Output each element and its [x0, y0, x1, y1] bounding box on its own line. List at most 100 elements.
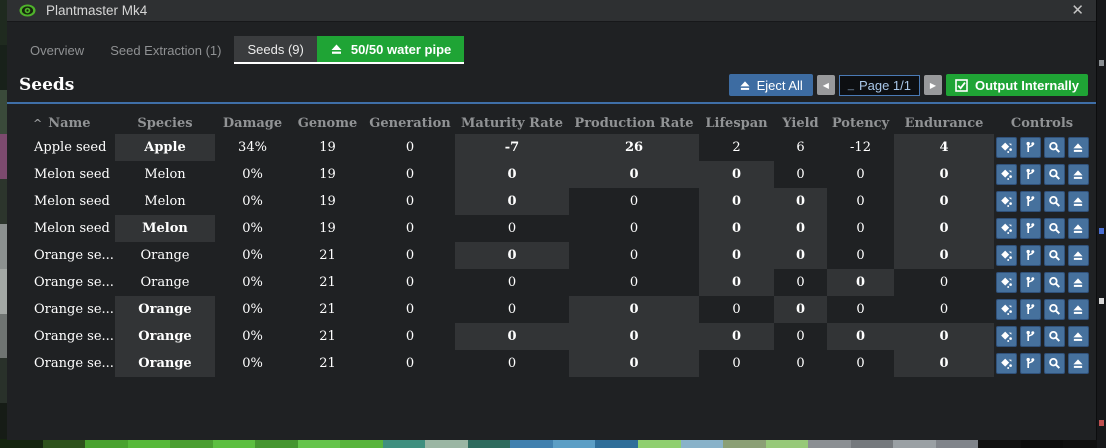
seed-maturity-rate: 0 — [507, 221, 517, 236]
pour-icon — [1000, 357, 1013, 370]
magnify-button[interactable] — [1043, 164, 1065, 185]
eject-button[interactable] — [1067, 164, 1089, 185]
seed-damage: 0% — [242, 194, 263, 209]
pour-button[interactable] — [995, 137, 1017, 158]
toolbar: Eject All ◀ _ Page 1/1 ▶ Output Internal… — [728, 74, 1088, 96]
tab-water-pipe[interactable]: 50/50 water pipe — [316, 36, 465, 64]
eject-icon — [1072, 277, 1084, 288]
tab-overview[interactable]: Overview — [30, 42, 85, 58]
window-title: Plantmaster Mk4 — [46, 3, 148, 18]
game-world-bottom-strip — [0, 439, 1106, 448]
column-header-potency[interactable]: Potency — [831, 116, 890, 131]
column-header-generation[interactable]: Generation — [369, 116, 451, 131]
branch-button[interactable] — [1019, 353, 1041, 374]
tab-water-pipe-label: 50/50 water pipe — [350, 41, 452, 57]
pour-button[interactable] — [995, 353, 1017, 374]
column-header-production-rate[interactable]: Production Rate — [574, 116, 694, 131]
seed-lifespan: 0 — [732, 302, 741, 317]
magnify-button[interactable] — [1043, 272, 1065, 293]
branch-button[interactable] — [1019, 326, 1041, 347]
eject-icon — [1072, 196, 1084, 207]
column-header-damage[interactable]: Damage — [222, 116, 283, 131]
pour-button[interactable] — [995, 218, 1017, 239]
magnify-button[interactable] — [1043, 137, 1065, 158]
branch-button[interactable] — [1019, 137, 1041, 158]
seed-maturity-rate: 0 — [507, 302, 517, 317]
magnify-button[interactable] — [1043, 299, 1065, 320]
eject-button[interactable] — [1067, 245, 1089, 266]
next-page-button[interactable]: ▶ — [924, 75, 942, 95]
eject-button[interactable] — [1067, 191, 1089, 212]
seed-species: Melon — [144, 194, 186, 209]
eject-button[interactable] — [1067, 326, 1089, 347]
seed-maturity-rate: 0 — [455, 188, 569, 215]
branch-button[interactable] — [1019, 272, 1041, 293]
branch-button[interactable] — [1019, 164, 1041, 185]
pour-button[interactable] — [995, 326, 1017, 347]
eject-button[interactable] — [1067, 272, 1089, 293]
eject-button[interactable] — [1067, 218, 1089, 239]
game-world-left-strip — [0, 0, 7, 448]
branch-button[interactable] — [1019, 191, 1041, 212]
seed-lifespan: 0 — [699, 269, 774, 296]
pour-button[interactable] — [995, 191, 1017, 212]
seed-damage: 0% — [242, 275, 263, 290]
seed-production-rate: 0 — [569, 161, 699, 188]
eject-all-button[interactable]: Eject All — [728, 74, 813, 96]
table-body: Apple seed Apple 34% 19 0 -7 26 2 6 -12 … — [27, 134, 1090, 377]
pour-button[interactable] — [995, 299, 1017, 320]
column-header-yield[interactable]: Yield — [782, 116, 819, 131]
seed-generation: 0 — [405, 194, 415, 209]
seed-endurance: 0 — [894, 242, 994, 269]
row-controls — [994, 188, 1090, 215]
eject-button[interactable] — [1067, 353, 1089, 374]
branch-button[interactable] — [1019, 218, 1041, 239]
pour-icon — [1000, 222, 1013, 235]
column-header-species[interactable]: Species — [137, 116, 193, 131]
magnify-button[interactable] — [1043, 353, 1065, 374]
seed-maturity-rate: 0 — [455, 161, 569, 188]
page-indicator[interactable]: _ Page 1/1 — [838, 74, 920, 96]
prev-page-button[interactable]: ◀ — [816, 75, 835, 95]
column-header-genome[interactable]: Genome — [297, 116, 358, 131]
seed-damage: 0% — [242, 302, 263, 317]
seed-potency: 0 — [856, 221, 865, 236]
sort-asc-icon: ^ — [33, 117, 43, 130]
branch-button[interactable] — [1019, 245, 1041, 266]
eject-button[interactable] — [1067, 299, 1089, 320]
plantmaster-window: Plantmaster Mk4 ✕ Overview Seed Extracti… — [7, 0, 1097, 440]
pour-button[interactable] — [995, 245, 1017, 266]
branch-button[interactable] — [1019, 299, 1041, 320]
magnify-button[interactable] — [1043, 245, 1065, 266]
seed-species: Apple — [115, 134, 215, 161]
output-internally-button[interactable]: Output Internally — [946, 74, 1088, 96]
seed-yield: 6 — [796, 140, 805, 155]
eject-icon — [1072, 250, 1084, 261]
seed-generation: 0 — [405, 167, 415, 182]
close-icon[interactable]: ✕ — [1071, 2, 1084, 19]
seed-name: Apple seed — [34, 140, 107, 155]
seed-lifespan: 0 — [699, 215, 774, 242]
tab-seeds[interactable]: Seeds (9) — [234, 36, 317, 64]
eject-button[interactable] — [1067, 137, 1089, 158]
pour-button[interactable] — [995, 164, 1017, 185]
row-controls — [994, 323, 1090, 350]
table-row: Orange se... Orange 0% 21 0 0 0 0 0 0 0 — [27, 269, 1090, 296]
seed-genome: 21 — [319, 248, 336, 263]
tab-seed-extraction[interactable]: Seed Extraction (1) — [110, 42, 222, 58]
column-header-endurance[interactable]: Endurance — [904, 116, 984, 131]
seed-species: Orange — [140, 275, 190, 290]
seed-endurance: 0 — [894, 215, 994, 242]
column-header-maturity-rate[interactable]: Maturity Rate — [461, 116, 563, 131]
magnify-button[interactable] — [1043, 326, 1065, 347]
tab-bar: Overview Seed Extraction (1) Seeds (9) 5… — [17, 36, 1096, 64]
seed-generation: 0 — [405, 275, 415, 290]
pour-button[interactable] — [995, 272, 1017, 293]
magnify-button[interactable] — [1043, 191, 1065, 212]
branch-icon — [1024, 222, 1037, 235]
seed-species: Melon — [115, 215, 215, 242]
column-header-lifespan[interactable]: Lifespan — [705, 116, 768, 131]
magnify-button[interactable] — [1043, 218, 1065, 239]
column-header-name[interactable]: ^ Name — [33, 116, 91, 131]
row-controls — [994, 161, 1090, 188]
